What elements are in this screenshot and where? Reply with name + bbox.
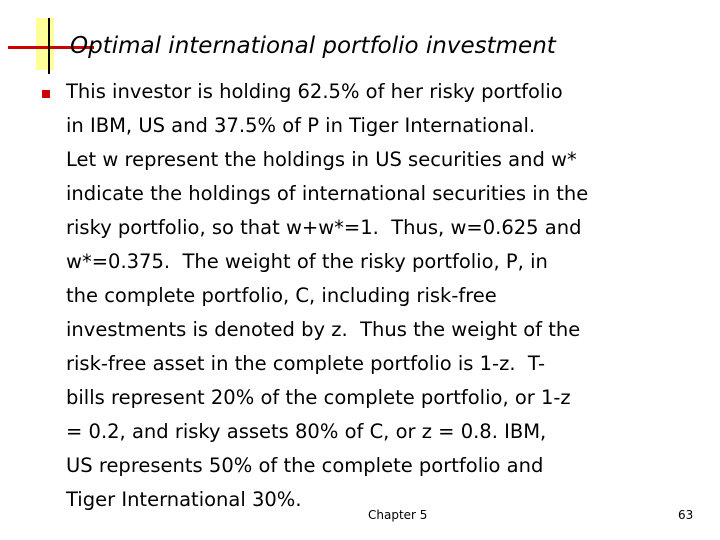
footer-chapter-label: Chapter 5 [368, 508, 428, 522]
body-line: US represents 50% of the complete portfo… [66, 454, 544, 477]
body-text: This investor is holding 62.5% of her ri… [66, 75, 716, 517]
title-accent-red-bar [8, 46, 94, 49]
body-line: risky portfolio, so that w+w*=1. Thus, w… [66, 216, 582, 239]
body-line: bills represent 20% of the complete port… [66, 386, 571, 409]
body-line: Tiger International 30%. [66, 488, 302, 511]
page-number: 63 [678, 508, 694, 522]
body-line: w*=0.375. The weight of the risky portfo… [66, 250, 548, 273]
title-accent-yellow-block [36, 18, 54, 70]
body-line: investments is denoted by z. Thus the we… [66, 318, 581, 341]
title-accent-vertical-line [48, 18, 50, 74]
body-line: This investor is holding 62.5% of her ri… [66, 80, 563, 103]
body-line: in IBM, US and 37.5% of P in Tiger Inter… [66, 114, 536, 137]
body-line: risk-free asset in the complete portfoli… [66, 352, 546, 375]
body-line: the complete portfolio, C, including ris… [66, 284, 497, 307]
bullet-square-icon [42, 90, 50, 98]
body-line: Let w represent the holdings in US secur… [66, 148, 577, 171]
body-line: = 0.2, and risky assets 80% of C, or z =… [66, 420, 547, 443]
body-line: indicate the holdings of international s… [66, 182, 589, 205]
slide-title: Optimal international portfolio investme… [70, 33, 556, 59]
